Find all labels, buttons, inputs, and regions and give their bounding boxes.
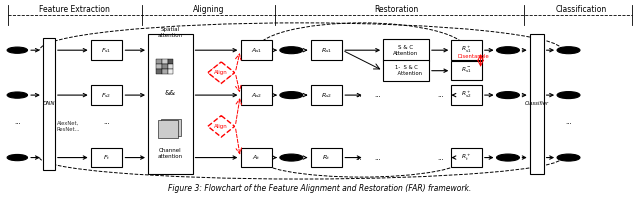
Circle shape [497,154,520,161]
Text: Channel
attention: Channel attention [157,148,183,159]
Text: ...: ... [355,155,362,161]
Text: $A_t$: $A_t$ [252,153,260,162]
Text: $R_{s2}$: $R_{s2}$ [321,91,332,100]
Text: $-$: $-$ [287,91,296,100]
FancyBboxPatch shape [241,85,271,105]
FancyBboxPatch shape [451,85,482,105]
Text: DNN: DNN [43,101,56,106]
Text: Align: Align [214,70,228,75]
FancyBboxPatch shape [44,37,55,170]
Bar [156,64,162,69]
Text: ...: ... [374,92,381,98]
Text: $Y_{s1}$: $Y_{s1}$ [564,46,573,55]
Circle shape [280,154,303,161]
Text: S & C
Attention: S & C Attention [394,45,419,56]
Text: $X_{s1}$: $X_{s1}$ [12,46,23,55]
Text: ...: ... [438,155,444,161]
Text: $F_{s2}$: $F_{s2}$ [101,91,111,100]
Bar [157,120,178,138]
Bar [162,59,168,64]
FancyBboxPatch shape [530,34,543,174]
Bar [164,117,184,135]
FancyBboxPatch shape [311,148,342,167]
FancyBboxPatch shape [383,60,429,81]
Bar [156,69,162,74]
Circle shape [7,154,28,161]
Text: Figure 3: Flowchart of the Feature Alignment and Restoration (FAR) framework.: Figure 3: Flowchart of the Feature Align… [168,184,472,193]
Circle shape [280,92,303,99]
Text: $R_t$: $R_t$ [323,153,330,162]
Text: $+$: $+$ [504,90,512,100]
Text: ...: ... [103,119,110,125]
Circle shape [280,47,303,54]
Text: Feature Extraction: Feature Extraction [39,5,110,14]
Text: $R_{s1}^+$: $R_{s1}^+$ [461,45,472,55]
Bar [162,64,168,69]
FancyBboxPatch shape [241,40,271,60]
Bar [168,69,173,74]
Bar [156,59,162,64]
Bar [168,59,173,64]
Circle shape [497,92,520,99]
Text: Classification: Classification [556,5,607,14]
FancyBboxPatch shape [92,148,122,167]
Text: $Y_t$: $Y_t$ [565,153,572,162]
Bar [162,69,168,74]
FancyBboxPatch shape [451,61,482,80]
Bar [168,64,173,69]
Circle shape [557,47,580,54]
Text: Spatial
attention: Spatial attention [157,27,183,38]
Text: Disentangle: Disentangle [457,54,489,59]
Text: 1-  S & C
    Attention: 1- S & C Attention [390,65,422,76]
Text: AlexNet,
ResNet...: AlexNet, ResNet... [56,121,80,132]
FancyBboxPatch shape [241,148,271,167]
FancyBboxPatch shape [148,34,193,174]
Text: $F_{s1}$: $F_{s1}$ [101,46,111,55]
Text: &&: && [164,90,176,96]
Text: ...: ... [355,92,362,98]
FancyBboxPatch shape [451,40,482,60]
Text: $R_{s2}^+$: $R_{s2}^+$ [461,90,472,100]
FancyBboxPatch shape [451,148,482,167]
Circle shape [7,92,28,98]
Polygon shape [208,62,235,83]
Text: $A_{s2}$: $A_{s2}$ [251,91,262,100]
Circle shape [557,92,580,99]
FancyBboxPatch shape [383,39,429,61]
Text: $R_{s1}^-$: $R_{s1}^-$ [461,66,472,75]
FancyBboxPatch shape [92,40,122,60]
Text: $R_t^+$: $R_t^+$ [461,152,472,163]
Text: $-$: $-$ [287,153,296,162]
Polygon shape [209,63,234,82]
Text: $+$: $+$ [504,153,512,163]
Text: $R_{s1}$: $R_{s1}$ [321,46,332,55]
Text: $X_{s2}$: $X_{s2}$ [12,91,23,100]
FancyBboxPatch shape [92,85,122,105]
Circle shape [497,47,520,54]
Text: Align: Align [214,124,228,129]
Text: $+$: $+$ [504,45,512,55]
Text: ...: ... [374,155,381,161]
Text: $Y_{s2}$: $Y_{s2}$ [564,91,573,100]
Text: $A_{s1}$: $A_{s1}$ [251,46,262,55]
Circle shape [557,154,580,161]
Bar [161,119,181,136]
Text: ...: ... [565,119,572,125]
Polygon shape [209,63,234,82]
Text: Classifier: Classifier [525,101,548,106]
Text: $F_t$: $F_t$ [103,153,110,162]
Circle shape [7,47,28,53]
Text: $X_t$: $X_t$ [13,153,22,162]
Text: ...: ... [14,119,20,125]
Polygon shape [208,116,235,137]
Text: Restoration: Restoration [374,5,419,14]
Text: Aligning: Aligning [193,5,224,14]
FancyBboxPatch shape [311,85,342,105]
FancyBboxPatch shape [311,40,342,60]
Text: $-$: $-$ [287,46,296,55]
Text: ...: ... [438,92,444,98]
